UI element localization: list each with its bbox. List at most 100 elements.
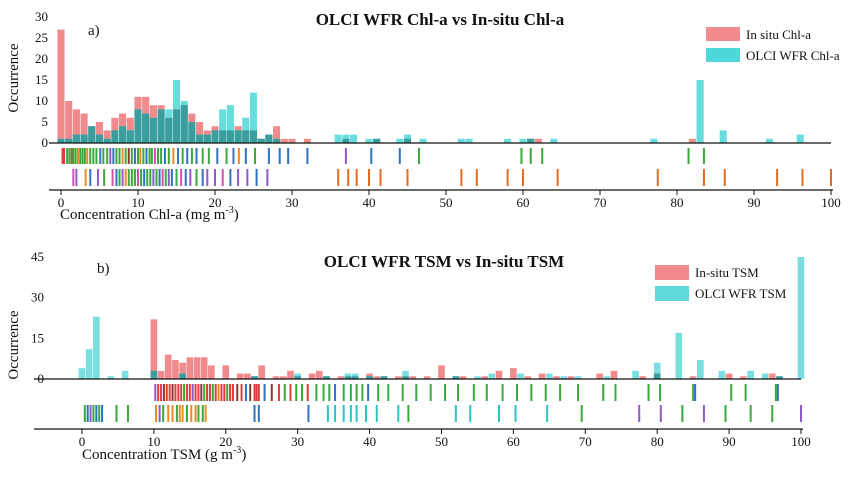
bar-chl-in-situ bbox=[80, 113, 88, 143]
panel-chl-ytick-label: 20 bbox=[35, 51, 48, 66]
bar-chl-overlap bbox=[88, 126, 96, 143]
bar-tsm-overlap bbox=[344, 376, 352, 379]
panel-b-tsm: OLCI WFR TSM vs In-situ TSM b) Occurrenc… bbox=[6, 249, 811, 463]
panel-a-ylabel: Occurrence bbox=[6, 43, 22, 112]
bar-tsm-in-situ bbox=[409, 376, 417, 379]
bar-tsm-overlap bbox=[351, 376, 359, 379]
bar-chl-in-situ bbox=[273, 126, 281, 143]
bar-tsm-in-situ bbox=[308, 373, 316, 379]
panel-chl-xtick-label: 20 bbox=[209, 195, 222, 210]
panel-chl-xtick-label: 90 bbox=[748, 195, 761, 210]
panel-chl-xtick-label: 10 bbox=[132, 195, 145, 210]
panel-tsm-xtick-label: 10 bbox=[147, 434, 160, 449]
bar-chl-overlap bbox=[157, 109, 165, 143]
panel-chl-ytick-label: 15 bbox=[35, 72, 48, 87]
bar-tsm-overlap bbox=[294, 376, 301, 379]
panel-a-xlabel: Concentration Chl-a (mg m-3) bbox=[60, 205, 239, 223]
bar-tsm-olci bbox=[78, 368, 86, 379]
bar-chl-overlap bbox=[65, 138, 73, 143]
panel-b-xlabel-sup: -3 bbox=[233, 445, 241, 456]
bar-tsm-in-situ bbox=[610, 370, 618, 379]
bar-tsm-in-situ bbox=[639, 376, 647, 379]
bar-chl-overlap bbox=[134, 109, 142, 143]
panel-a-title: OLCI WFR Chl-a vs In-situ Chl-a bbox=[316, 10, 565, 29]
bar-tsm-overlap bbox=[653, 373, 661, 379]
bar-tsm-in-situ bbox=[740, 376, 747, 379]
bar-chl-overlap bbox=[265, 134, 273, 143]
panel-tsm-ytick-label: 15 bbox=[31, 330, 44, 345]
bar-tsm-in-situ bbox=[200, 357, 208, 379]
bar-tsm-olci bbox=[560, 376, 568, 379]
bar-tsm-olci bbox=[675, 332, 683, 379]
bar-tsm-in-situ bbox=[768, 373, 776, 379]
bar-chl-overlap bbox=[196, 134, 204, 143]
bar-tsm-in-situ bbox=[481, 376, 488, 379]
bar-tsm-in-situ bbox=[164, 354, 172, 379]
legend-swatch-olci-tsm bbox=[655, 286, 689, 301]
panel-chl-xtick-label: 40 bbox=[363, 195, 376, 210]
bar-tsm-olci bbox=[603, 376, 611, 379]
bar-chl-overlap bbox=[172, 109, 181, 143]
bar-tsm-olci bbox=[797, 257, 805, 379]
bar-chl-overlap bbox=[219, 130, 227, 143]
bar-chl-overlap bbox=[57, 138, 65, 143]
bar-tsm-olci bbox=[517, 373, 524, 379]
bar-tsm-in-situ bbox=[244, 373, 251, 379]
bar-tsm-overlap bbox=[776, 376, 783, 379]
panel-chl-xtick-label: 70 bbox=[594, 195, 607, 210]
bar-chl-in-situ bbox=[72, 109, 80, 143]
bar-chl-overlap bbox=[103, 138, 111, 143]
bar-tsm-olci bbox=[653, 362, 661, 379]
bar-chl-overlap bbox=[527, 138, 535, 143]
panel-b-xlabel-main: Concentration TSM (g m bbox=[82, 447, 233, 463]
panel-chl-ytick-label: 25 bbox=[35, 30, 48, 45]
panel-tsm-xtick-label: 70 bbox=[579, 434, 592, 449]
bar-chl-in-situ bbox=[288, 138, 296, 143]
bar-chl-olci bbox=[365, 138, 373, 143]
bar-chl-overlap bbox=[257, 138, 265, 143]
legend-swatch-in-situ-tsm bbox=[655, 265, 689, 280]
panel-b-ylabel: Occurrence bbox=[6, 310, 22, 379]
panel-chl-xtick-label: 0 bbox=[58, 195, 65, 210]
panel-b-label: b) bbox=[97, 261, 110, 277]
bar-tsm-olci bbox=[718, 370, 726, 379]
panel-tsm-bars bbox=[78, 257, 805, 379]
bar-tsm-in-situ bbox=[337, 376, 345, 379]
bar-chl-overlap bbox=[126, 130, 134, 143]
bar-chl-olci bbox=[550, 138, 558, 143]
bar-chl-overlap bbox=[119, 126, 127, 143]
bar-tsm-overlap bbox=[251, 376, 258, 379]
bar-tsm-overlap bbox=[179, 373, 186, 379]
panel-b-title: OLCI WFR TSM vs In-situ TSM bbox=[324, 252, 564, 271]
bar-chl-olci bbox=[419, 138, 427, 143]
bar-tsm-in-situ bbox=[172, 360, 179, 379]
panel-chl-ytick-label: 5 bbox=[42, 114, 49, 129]
bar-chl-in-situ bbox=[303, 138, 311, 143]
panel-chl-xtick-label: 30 bbox=[286, 195, 299, 210]
bar-tsm-overlap bbox=[323, 376, 330, 379]
legend-label-olci-tsm: OLCI WFR TSM bbox=[695, 286, 787, 301]
bar-chl-olci bbox=[396, 138, 404, 143]
panel-a-label: a) bbox=[88, 23, 100, 39]
bar-tsm-olci bbox=[107, 376, 115, 379]
bar-tsm-olci bbox=[747, 370, 754, 379]
bar-chl-in-situ bbox=[95, 122, 104, 143]
bar-tsm-olci bbox=[761, 373, 769, 379]
panel-chl-bars bbox=[57, 29, 804, 144]
bar-tsm-olci bbox=[121, 370, 129, 379]
panel-tsm-xtick-label: 40 bbox=[363, 434, 376, 449]
bar-tsm-olci bbox=[546, 373, 553, 379]
panel-tsm-xtick-label: 90 bbox=[723, 434, 736, 449]
bar-chl-overlap bbox=[165, 117, 173, 143]
bar-tsm-in-situ bbox=[538, 373, 546, 379]
bar-chl-overlap bbox=[188, 122, 196, 143]
bar-chl-overlap bbox=[242, 130, 250, 143]
panel-tsm-xtick-label: 80 bbox=[651, 434, 664, 449]
bar-chl-olci bbox=[765, 138, 773, 143]
bar-chl-overlap bbox=[249, 130, 258, 143]
bar-tsm-in-situ bbox=[315, 370, 323, 379]
panel-tsm-xtick-label: 60 bbox=[507, 434, 520, 449]
panel-b-xlabel-end: ) bbox=[241, 447, 246, 463]
bar-tsm-overlap bbox=[380, 376, 388, 379]
bar-tsm-olci bbox=[93, 316, 100, 379]
